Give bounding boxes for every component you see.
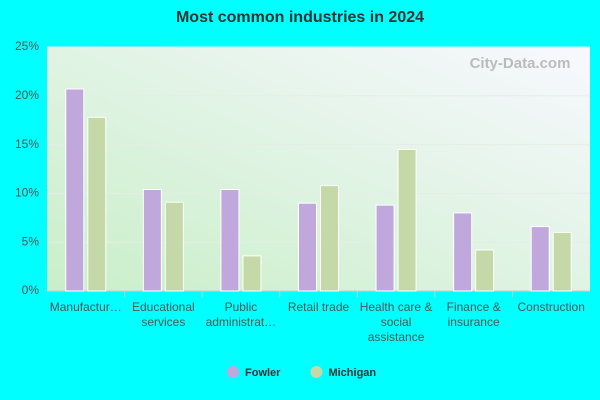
bar: [142, 188, 162, 292]
bar: [298, 202, 317, 292]
y-tick-label: 20%: [15, 88, 39, 102]
bar: [475, 249, 495, 292]
y-tick-label: 25%: [15, 39, 39, 53]
x-tick-label: Construction: [517, 300, 585, 314]
watermark: City-Data.com: [470, 55, 571, 72]
legend-label: Michigan: [328, 367, 376, 379]
bar: [65, 88, 85, 292]
bar: [453, 212, 473, 292]
x-tick-label: Health care & social assistance: [359, 300, 433, 344]
y-tick-label: 5%: [22, 234, 40, 248]
bar: [375, 204, 395, 292]
x-tick-label: Educational services: [131, 300, 195, 329]
bar: [220, 188, 240, 292]
bar: [397, 148, 417, 292]
bar: [530, 226, 550, 292]
x-tick-label: Manufactur…: [49, 300, 122, 314]
bar: [87, 116, 107, 292]
chart-title: Most common industries in 2024: [176, 9, 424, 26]
bar: [320, 185, 339, 292]
legend-label: Fowler: [245, 367, 281, 379]
y-tick-label: 15%: [15, 137, 39, 151]
x-tick-label: Retail trade: [287, 300, 350, 314]
bar: [164, 201, 184, 292]
x-tick-label: Finance & insurance: [446, 300, 501, 329]
x-tick-label: Public administrat…: [205, 300, 277, 329]
bar: [242, 255, 262, 292]
legend-marker: [310, 366, 323, 378]
plot-area: [47, 47, 590, 291]
y-tick-label: 10%: [15, 186, 39, 200]
bar: [552, 231, 572, 292]
y-tick-label: 0%: [22, 283, 40, 297]
legend-marker: [227, 366, 239, 378]
